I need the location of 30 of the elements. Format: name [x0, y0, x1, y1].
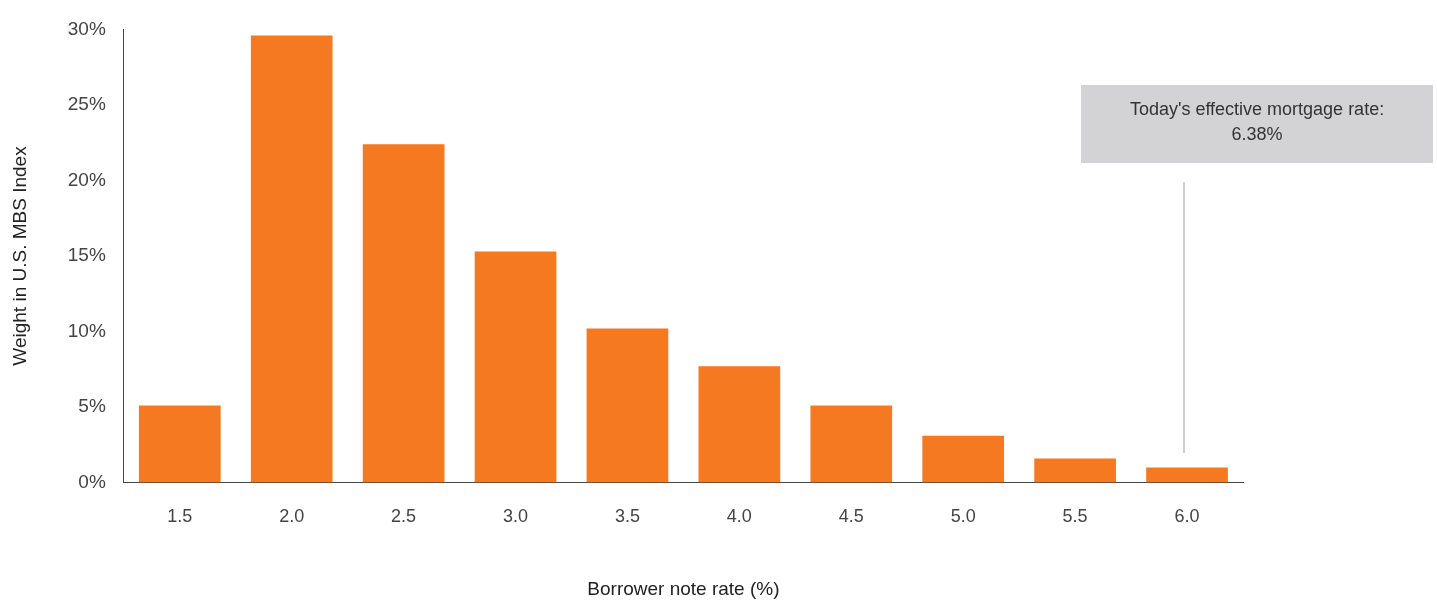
- x-tick-label: 4.5: [838, 506, 864, 527]
- bar: [362, 144, 445, 483]
- x-tick-label: 3.0: [503, 506, 529, 527]
- x-tick-label: 5.5: [1062, 506, 1088, 527]
- bar: [250, 35, 333, 483]
- y-tick-label: 5%: [78, 395, 106, 417]
- x-tick-label: 2.5: [391, 506, 417, 527]
- y-tick-label: 25%: [67, 93, 106, 115]
- bar: [698, 366, 781, 483]
- y-axis-title: Weight in U.S. MBS Index: [8, 145, 30, 366]
- x-tick-label: 5.0: [950, 506, 976, 527]
- y-tick-label: 10%: [67, 319, 106, 341]
- x-tick-label: 6.0: [1174, 506, 1200, 527]
- x-tick-label: 3.5: [614, 506, 640, 527]
- x-tick-label: 4.0: [726, 506, 752, 527]
- y-tick-label: 20%: [67, 168, 106, 190]
- y-tick-label: 15%: [67, 244, 106, 266]
- bar: [138, 405, 221, 483]
- x-axis-title: Borrower note rate (%): [587, 577, 780, 599]
- bar: [586, 328, 669, 483]
- y-tick-label: 0%: [78, 470, 106, 492]
- bar: [474, 251, 557, 483]
- x-tick-label: 1.5: [167, 506, 193, 527]
- annotation: Today's effective mortgage rate: 6.38%: [1128, 98, 1386, 147]
- bar: [810, 405, 893, 483]
- bar: [1034, 458, 1116, 483]
- y-tick-label: 30%: [67, 17, 106, 39]
- bar: [922, 435, 1005, 483]
- bar: [1146, 467, 1228, 483]
- x-tick-label: 2.0: [279, 506, 305, 527]
